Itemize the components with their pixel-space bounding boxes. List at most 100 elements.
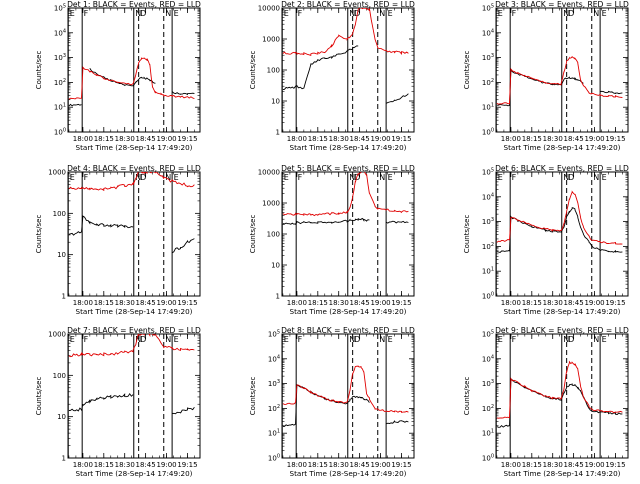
y-tick-label: 100 <box>268 454 280 463</box>
y-axis-label: Counts/sec <box>249 215 257 254</box>
y-axis-label: Counts/sec <box>463 377 471 416</box>
marker-label: E <box>602 173 607 182</box>
marker-label: E <box>174 335 179 344</box>
y-tick-label: 105 <box>482 4 494 13</box>
x-axis-label: Start Time (28-Sep-14 17:49:20) <box>504 143 621 152</box>
marker-label: E <box>498 335 503 344</box>
x-tick-label: 18:45 <box>564 299 584 307</box>
x-tick-label: 18:15 <box>308 135 328 143</box>
events-trace <box>282 217 409 226</box>
y-tick-label: 102 <box>482 404 494 413</box>
detector-panel-4: Det 4: BLACK = Events, RED = LLD 1 10 100 10… <box>35 164 201 316</box>
marker-label: E <box>284 9 289 18</box>
marker-label: E <box>284 173 289 182</box>
x-tick-label: 19:15 <box>177 461 197 469</box>
y-tick-label: 103 <box>54 53 66 62</box>
marker-label: E <box>498 173 503 182</box>
marker-label: E <box>388 9 393 18</box>
x-tick-label: 19:00 <box>156 135 176 143</box>
x-tick-label: 18:00 <box>287 299 307 307</box>
marker-label: E <box>174 9 179 18</box>
marker-label: D <box>568 335 574 344</box>
y-tick-label: 100 <box>267 231 280 239</box>
marker-label: D <box>354 335 360 344</box>
x-axis-label: Start Time (28-Sep-14 17:49:20) <box>76 143 193 152</box>
x-tick-label: 18:15 <box>522 135 542 143</box>
y-tick-label: 10000 <box>258 169 280 177</box>
panel-title: Det 9: BLACK = Events, RED = LLD <box>495 326 629 335</box>
detector-panel-9: Det 9: BLACK = Events, RED = LLD 100 101 10… <box>463 326 629 478</box>
x-tick-label: 18:00 <box>501 299 521 307</box>
x-tick-label: 19:15 <box>177 135 197 143</box>
x-tick-label: 18:15 <box>308 461 328 469</box>
marker-label: F <box>298 173 303 182</box>
y-axis-label: Counts/sec <box>35 377 43 416</box>
lld-trace <box>496 360 623 419</box>
x-tick-label: 18:15 <box>308 299 328 307</box>
lld-trace <box>282 172 409 217</box>
lld-trace <box>282 365 409 413</box>
y-axis-label: Counts/sec <box>249 51 257 90</box>
marker-label: E <box>70 335 75 344</box>
x-tick-label: 18:45 <box>350 461 370 469</box>
marker-label: N <box>563 9 569 18</box>
marker-label: N <box>165 9 171 18</box>
y-tick-label: 103 <box>268 379 280 388</box>
y-tick-label: 102 <box>482 242 494 251</box>
x-tick-label: 18:30 <box>329 135 349 143</box>
x-tick-label: 18:45 <box>136 299 156 307</box>
y-tick-label: 105 <box>54 4 66 13</box>
y-tick-label: 1 <box>276 129 280 137</box>
x-tick-label: 18:30 <box>543 299 563 307</box>
events-trace <box>496 69 623 107</box>
x-axis-label: Start Time (28-Sep-14 17:49:20) <box>76 307 193 316</box>
marker-label: D <box>140 173 146 182</box>
detector-panel-2: Det 2: BLACK = Events, RED = LLD 1 10 100 10… <box>249 0 415 152</box>
x-tick-label: 18:30 <box>543 135 563 143</box>
marker-label: N <box>135 335 141 344</box>
events-trace <box>282 384 409 427</box>
x-axis-label: Start Time (28-Sep-14 17:49:20) <box>290 469 407 478</box>
y-tick-label: 104 <box>268 354 280 363</box>
panel-title: Det 8: BLACK = Events, RED = LLD <box>281 326 415 335</box>
lld-trace <box>68 172 195 192</box>
x-tick-label: 18:00 <box>287 461 307 469</box>
x-tick-label: 19:00 <box>156 461 176 469</box>
marker-label: F <box>84 173 89 182</box>
events-trace <box>68 67 195 107</box>
y-tick-label: 1000 <box>262 200 280 208</box>
detector-panel-7: Det 7: BLACK = Events, RED = LLD 1 10 100 10… <box>35 326 201 478</box>
y-tick-label: 105 <box>482 168 494 177</box>
x-tick-label: 18:30 <box>543 461 563 469</box>
marker-label: E <box>388 335 393 344</box>
x-tick-label: 18:30 <box>115 299 135 307</box>
panel-title: Det 5: BLACK = Events, RED = LLD <box>281 164 415 173</box>
x-axis-label: Start Time (28-Sep-14 17:49:20) <box>76 469 193 478</box>
marker-label: D <box>140 9 146 18</box>
marker-label: E <box>174 173 179 182</box>
x-tick-label: 18:00 <box>501 135 521 143</box>
y-tick-label: 1000 <box>48 331 66 339</box>
lld-trace <box>496 190 623 245</box>
y-tick-label: 102 <box>54 78 66 87</box>
x-tick-label: 19:00 <box>584 461 604 469</box>
x-tick-label: 18:15 <box>94 135 114 143</box>
y-tick-label: 104 <box>54 28 66 37</box>
marker-label: E <box>70 9 75 18</box>
marker-label: F <box>512 173 517 182</box>
marker-label: E <box>498 9 503 18</box>
x-tick-label: 18:15 <box>522 299 542 307</box>
x-tick-label: 18:45 <box>136 135 156 143</box>
panel-title: Det 4: BLACK = Events, RED = LLD <box>67 164 201 173</box>
x-tick-label: 19:00 <box>370 461 390 469</box>
x-tick-label: 18:00 <box>501 461 521 469</box>
lld-trace <box>496 55 623 105</box>
y-tick-label: 101 <box>482 267 494 276</box>
marker-label: F <box>298 9 303 18</box>
y-tick-label: 104 <box>482 192 494 201</box>
x-tick-label: 19:15 <box>391 135 411 143</box>
x-axis-label: Start Time (28-Sep-14 17:49:20) <box>290 143 407 152</box>
y-tick-label: 100 <box>54 128 66 137</box>
